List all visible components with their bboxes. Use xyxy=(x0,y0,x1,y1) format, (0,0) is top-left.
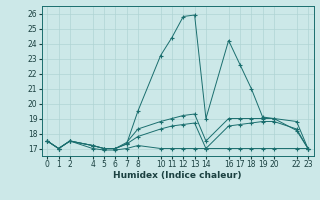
X-axis label: Humidex (Indice chaleur): Humidex (Indice chaleur) xyxy=(113,171,242,180)
